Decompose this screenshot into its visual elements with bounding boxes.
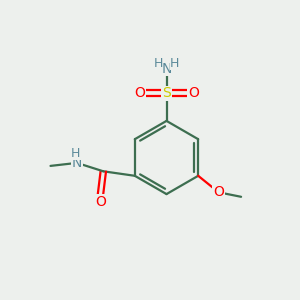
- Text: O: O: [95, 195, 106, 209]
- Text: S: S: [162, 86, 171, 100]
- Text: H: H: [71, 147, 80, 160]
- Text: O: O: [134, 86, 145, 100]
- Text: O: O: [213, 185, 224, 199]
- Text: H: H: [170, 57, 180, 70]
- Text: N: N: [72, 156, 82, 170]
- Text: N: N: [161, 62, 172, 76]
- Text: O: O: [188, 86, 199, 100]
- Text: H: H: [153, 57, 163, 70]
